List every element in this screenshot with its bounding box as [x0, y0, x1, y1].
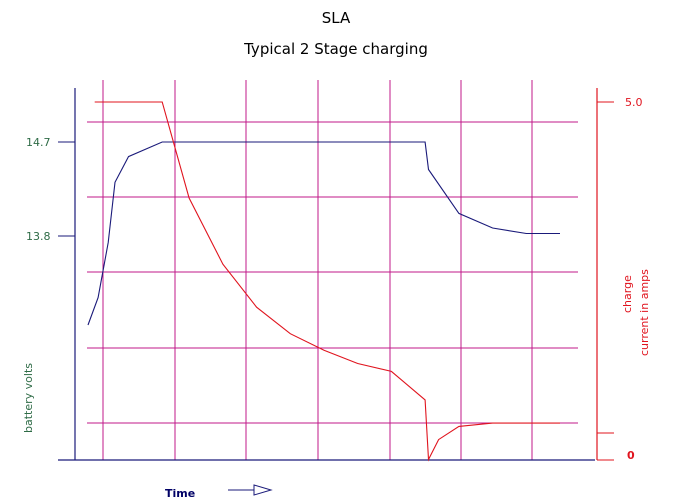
left-tick-label: 13.8 — [26, 230, 51, 243]
voltage-series-line — [87, 141, 560, 326]
x-axis-label: Time — [165, 487, 195, 500]
arrow-right-icon — [228, 484, 273, 496]
current-series-line — [94, 101, 560, 462]
right-tick-label: 5.0 — [625, 96, 643, 109]
series-layer — [87, 101, 560, 462]
left-tick-label: 14.7 — [26, 136, 51, 149]
grid — [87, 80, 578, 460]
right-axis-label-line1: charge — [621, 275, 634, 313]
chart-title: SLA — [322, 9, 351, 27]
right-axis-label-line2: current in amps — [638, 269, 651, 356]
right-tick-label: 0 — [627, 449, 635, 462]
chart-subtitle: Typical 2 Stage charging — [243, 40, 428, 58]
left-axis-label: battery volts — [22, 363, 35, 433]
